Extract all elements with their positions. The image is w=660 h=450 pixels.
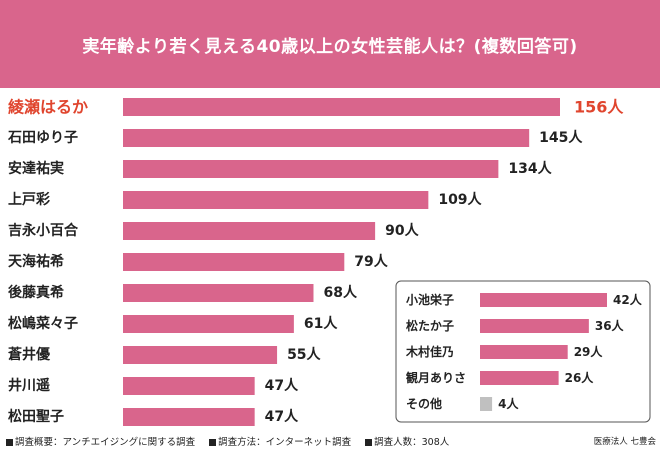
inset-bar <box>480 397 493 411</box>
category-label: 松田聖子 <box>8 408 64 425</box>
bar <box>123 222 376 240</box>
inset-bar <box>480 371 559 385</box>
data-label: 47人 <box>265 377 299 394</box>
category-label: 蒼井優 <box>8 346 51 363</box>
inset-data-label: 26人 <box>565 370 595 385</box>
inset-data-label: 36人 <box>595 318 625 333</box>
footer: 調査概要：アンチエイジングに関する調査 調査方法：インターネット調査 調査人数：… <box>6 433 656 449</box>
inset-category-label: 木村佳乃 <box>405 344 454 359</box>
category-label: 綾瀬はるか <box>8 98 88 117</box>
data-label: 90人 <box>385 222 419 239</box>
bar <box>123 408 255 426</box>
category-label: 安達祐実 <box>8 160 64 177</box>
category-label: 上戸彩 <box>8 191 50 208</box>
bar <box>123 160 499 178</box>
bar <box>123 129 530 147</box>
data-label: 109人 <box>438 191 482 208</box>
footer-source: 医療法人 七豊会 <box>593 437 656 447</box>
inset-data-label: 42人 <box>613 292 643 307</box>
data-label: 61人 <box>304 315 338 332</box>
inset-category-label: 松たか子 <box>406 318 454 333</box>
inset-bar <box>480 293 607 307</box>
inset-data-label: 4人 <box>498 396 519 411</box>
chart-title: 実年齢より若く見える40歳以上の女性芸能人は？(複数回答可) <box>0 0 660 88</box>
bar <box>123 315 294 333</box>
bar <box>123 98 560 116</box>
inset-bar <box>480 319 589 333</box>
data-label: 156人 <box>574 98 624 117</box>
category-label: 松嶋菜々子 <box>8 315 78 332</box>
data-label: 145人 <box>539 129 583 146</box>
data-label: 47人 <box>265 408 299 425</box>
bar <box>123 253 345 271</box>
bar <box>123 284 314 302</box>
inset-data-label: 29人 <box>574 344 604 359</box>
data-label: 79人 <box>354 253 388 270</box>
category-label: 後藤真希 <box>8 284 64 301</box>
inset-category-label: 小池栄子 <box>406 292 454 307</box>
footer-item-count: 調査人数：308人 <box>365 434 449 448</box>
category-label: 吉永小百合 <box>8 222 79 239</box>
data-label: 68人 <box>323 284 357 301</box>
inset-bar <box>480 345 568 359</box>
inset-category-label: 観月ありさ <box>406 370 466 385</box>
footer-item-method: 調査方法：インターネット調査 <box>209 434 351 448</box>
inset-category-label: その他 <box>406 396 442 411</box>
footer-item-overview: 調査概要：アンチエイジングに関する調査 <box>6 434 195 448</box>
category-label: 石田ゆり子 <box>7 130 78 146</box>
data-label: 134人 <box>508 160 552 177</box>
category-label: 井川遥 <box>8 377 50 394</box>
bar <box>123 346 278 364</box>
category-label: 天海祐希 <box>8 253 64 270</box>
data-label: 55人 <box>287 346 321 363</box>
bar <box>123 377 255 395</box>
bar <box>123 191 429 209</box>
